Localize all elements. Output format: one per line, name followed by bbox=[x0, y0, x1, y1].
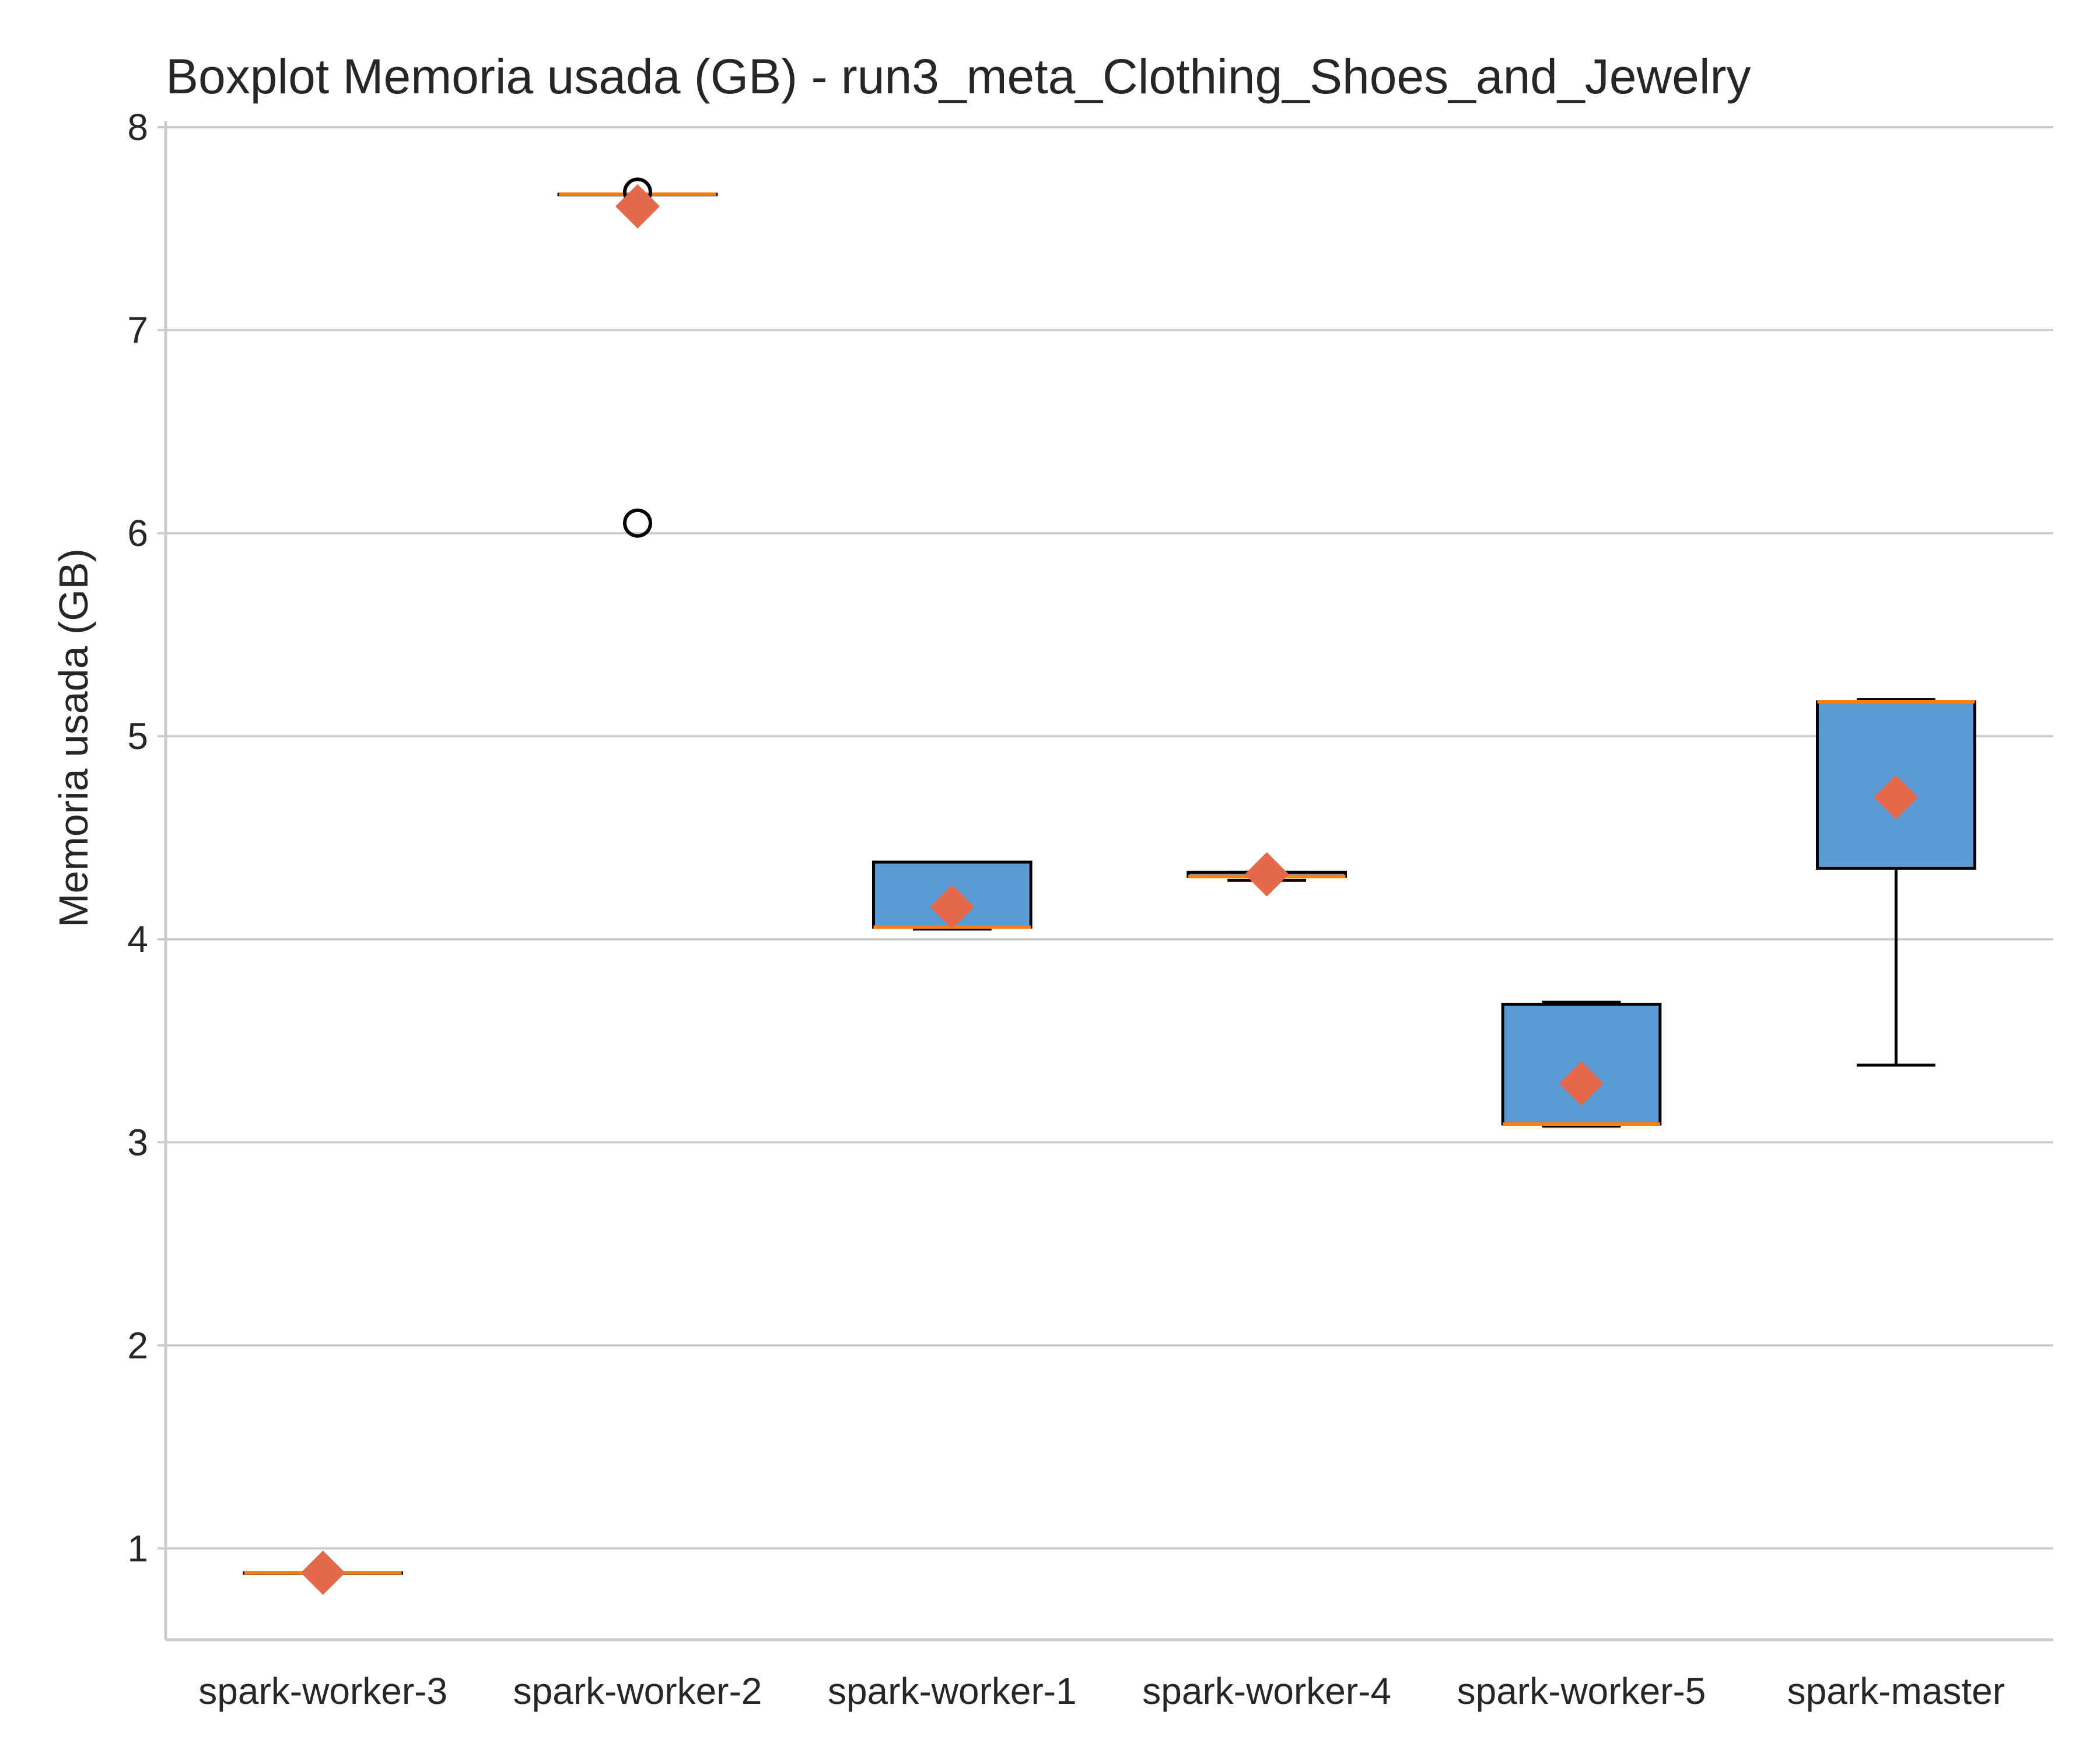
y-tick-label: 5 bbox=[127, 715, 148, 757]
mean-marker bbox=[615, 184, 660, 229]
y-tick-label: 3 bbox=[127, 1121, 148, 1163]
mean-marker bbox=[930, 884, 975, 929]
box-spark-worker-5 bbox=[1501, 1000, 1662, 1128]
x-tick-label: spark-worker-3 bbox=[198, 1670, 447, 1712]
x-tick-label: spark-worker-1 bbox=[828, 1670, 1077, 1712]
x-tick-label: spark-worker-2 bbox=[513, 1670, 762, 1712]
outlier-point bbox=[623, 508, 652, 538]
y-tick-label: 7 bbox=[127, 309, 148, 351]
box-spark-worker-2 bbox=[557, 177, 718, 538]
x-tick-label: spark-worker-5 bbox=[1457, 1670, 1706, 1712]
mean-marker bbox=[1244, 852, 1289, 897]
y-tick-label: 4 bbox=[127, 918, 148, 960]
y-tick-label: 6 bbox=[127, 512, 148, 554]
x-tick-label: spark-worker-4 bbox=[1142, 1670, 1391, 1712]
mean-marker bbox=[1874, 775, 1919, 820]
x-tick-labels: spark-worker-3 spark-worker-2 spark-worker… bbox=[198, 1670, 2005, 1712]
y-tick-label: 8 bbox=[127, 106, 148, 148]
y-tick-labels: 1 2 3 4 5 6 7 8 bbox=[127, 106, 148, 1569]
box-spark-worker-1 bbox=[872, 860, 1032, 931]
mean-marker bbox=[300, 1550, 345, 1595]
y-tick-label: 1 bbox=[127, 1527, 148, 1569]
mean-marker bbox=[1559, 1061, 1604, 1106]
boxes bbox=[243, 177, 1976, 1595]
gridlines bbox=[166, 126, 2053, 1550]
box-spark-master bbox=[1816, 698, 1976, 1067]
box-spark-worker-3 bbox=[243, 1550, 403, 1595]
y-axis-label: Memoria usada (GB) bbox=[51, 548, 96, 928]
y-tick-label: 2 bbox=[127, 1324, 148, 1366]
x-tick-label: spark-master bbox=[1787, 1670, 2005, 1712]
axes bbox=[158, 121, 2053, 1642]
chart-title: Boxplot Memoria usada (GB) - run3_meta_C… bbox=[166, 49, 1751, 104]
box-spark-worker-4 bbox=[1186, 852, 1348, 897]
